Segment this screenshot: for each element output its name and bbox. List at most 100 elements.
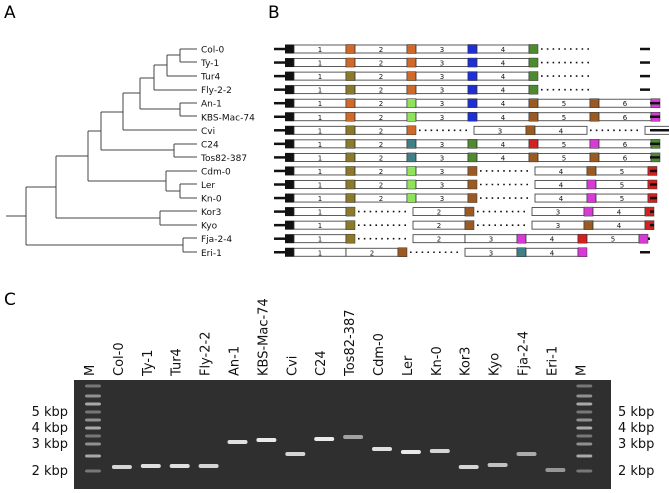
gel-lane-label: Col-0: [112, 342, 127, 376]
junction-block: [516, 233, 527, 244]
gel-lane-label: Cdm-0: [372, 333, 387, 376]
gel-lane-label: Tos82-387: [343, 309, 358, 377]
junction-block: [528, 44, 539, 54]
gel-lane-label: Ty-1: [141, 350, 156, 377]
gel-size-label: 2 kbp: [618, 464, 654, 479]
gel-band: [85, 434, 101, 438]
exon-number: 1: [318, 87, 322, 95]
tree-tip-label: Ler: [201, 181, 215, 191]
structure-row: 1 2 3 4 5 6: [274, 152, 661, 163]
junction-block: [467, 139, 478, 149]
promoter-block: [285, 58, 294, 68]
junction-block: [467, 166, 478, 176]
gel-band: [85, 418, 101, 422]
exon-number: 5: [562, 114, 566, 122]
structure-row: 1 2 3 4 5: [274, 166, 658, 176]
exon-number: 3: [440, 195, 444, 203]
structure-row: 1 2 3 4 5: [274, 179, 658, 190]
junction-block: [345, 152, 356, 163]
gel-background: [74, 380, 611, 489]
gel-band: [400, 450, 421, 454]
exon-number: 4: [501, 73, 506, 81]
junction-block: [577, 247, 588, 257]
structure-row: 1 2 3 4 5 6: [274, 139, 661, 149]
exon-number: 3: [489, 236, 493, 244]
junction-block: [406, 71, 417, 81]
exon-number: 5: [562, 141, 566, 149]
gel-band: [85, 384, 101, 388]
gel-band: [111, 465, 132, 469]
exon-number: 1: [318, 100, 322, 108]
junction-block: [397, 247, 408, 257]
exon-number: 1: [318, 60, 322, 68]
promoter-block: [285, 71, 294, 81]
gel-lane-label: C24: [314, 350, 329, 376]
exon-number: 4: [501, 154, 506, 162]
junction-block: [586, 193, 597, 203]
junction-block: [528, 84, 539, 95]
junction-block: [406, 193, 417, 203]
exon-number: 2: [379, 100, 383, 108]
gel-band: [169, 464, 190, 468]
exon-number: 1: [318, 46, 322, 54]
exon-number: 1: [318, 195, 322, 203]
junction-block: [464, 220, 475, 230]
structure-row: 1 2 3 4 5 6: [274, 112, 661, 122]
promoter-block: [285, 125, 294, 135]
exon-number: 4: [501, 60, 506, 68]
exon-number: 3: [440, 114, 444, 122]
gel-lane-labels: M Col-0 Ty-1 Tur4 Fly-2-2 An-1 KBS-Mac-74 Cvi C2…: [83, 298, 589, 377]
exon-number: 5: [611, 236, 615, 244]
junction-block: [406, 98, 417, 108]
tree-tip-label: Fly-2-2: [201, 86, 232, 96]
exon-number: 1: [318, 73, 322, 81]
tree-tip-label: Tos82-387: [200, 154, 247, 164]
exon-number: 1: [318, 236, 322, 244]
junction-block: [528, 139, 539, 149]
promoter-block: [285, 85, 294, 95]
exon-number: 5: [562, 100, 566, 108]
gel-band: [372, 447, 392, 451]
junction-block: [528, 112, 539, 122]
gel-lane-label: Kor3: [459, 347, 474, 376]
junction-block: [345, 98, 356, 108]
exon-number: 2: [379, 73, 383, 81]
structure-row: 1 2 3 4: [274, 44, 650, 54]
junction-block: [516, 247, 527, 257]
tree-tip-label: Fja-2-4: [201, 235, 232, 245]
gel-band: [256, 438, 277, 442]
promoter-block: [285, 207, 294, 217]
junction-block: [406, 125, 417, 136]
exon-number: 2: [379, 46, 383, 54]
exon-number: 4: [617, 222, 622, 230]
structure-row: 1 2 3 4: [274, 57, 650, 68]
gel-band: [140, 464, 161, 468]
exon-number: 2: [379, 168, 383, 176]
promoter-block: [285, 98, 294, 108]
gel-lane-label: Kyo: [488, 353, 503, 376]
junction-block: [467, 71, 478, 81]
exon-number: 3: [440, 182, 444, 190]
exon-number: 4: [559, 182, 564, 190]
gel-band: [429, 449, 450, 453]
exon-number: 6: [623, 141, 628, 149]
exon-number: 1: [318, 222, 322, 230]
gel-lane-label: Fly-2-2: [199, 332, 214, 376]
exon-number: 2: [379, 154, 383, 162]
junction-block: [467, 152, 478, 163]
promoter-block: [285, 112, 294, 122]
tree-tip-label: Kor3: [201, 208, 221, 218]
exon-number: 3: [440, 73, 444, 81]
exon-number: 6: [623, 114, 628, 122]
exon-number: 4: [550, 236, 555, 244]
tree-tip-label: Cvi: [201, 127, 215, 137]
exon-number: 4: [501, 87, 506, 95]
structure-row: 1 2 3 4: [274, 84, 650, 95]
exon-number: 1: [318, 154, 322, 162]
gel-band: [576, 454, 593, 458]
exon-number: 4: [501, 141, 506, 149]
junction-block: [467, 84, 478, 95]
gel-band: [85, 426, 101, 430]
